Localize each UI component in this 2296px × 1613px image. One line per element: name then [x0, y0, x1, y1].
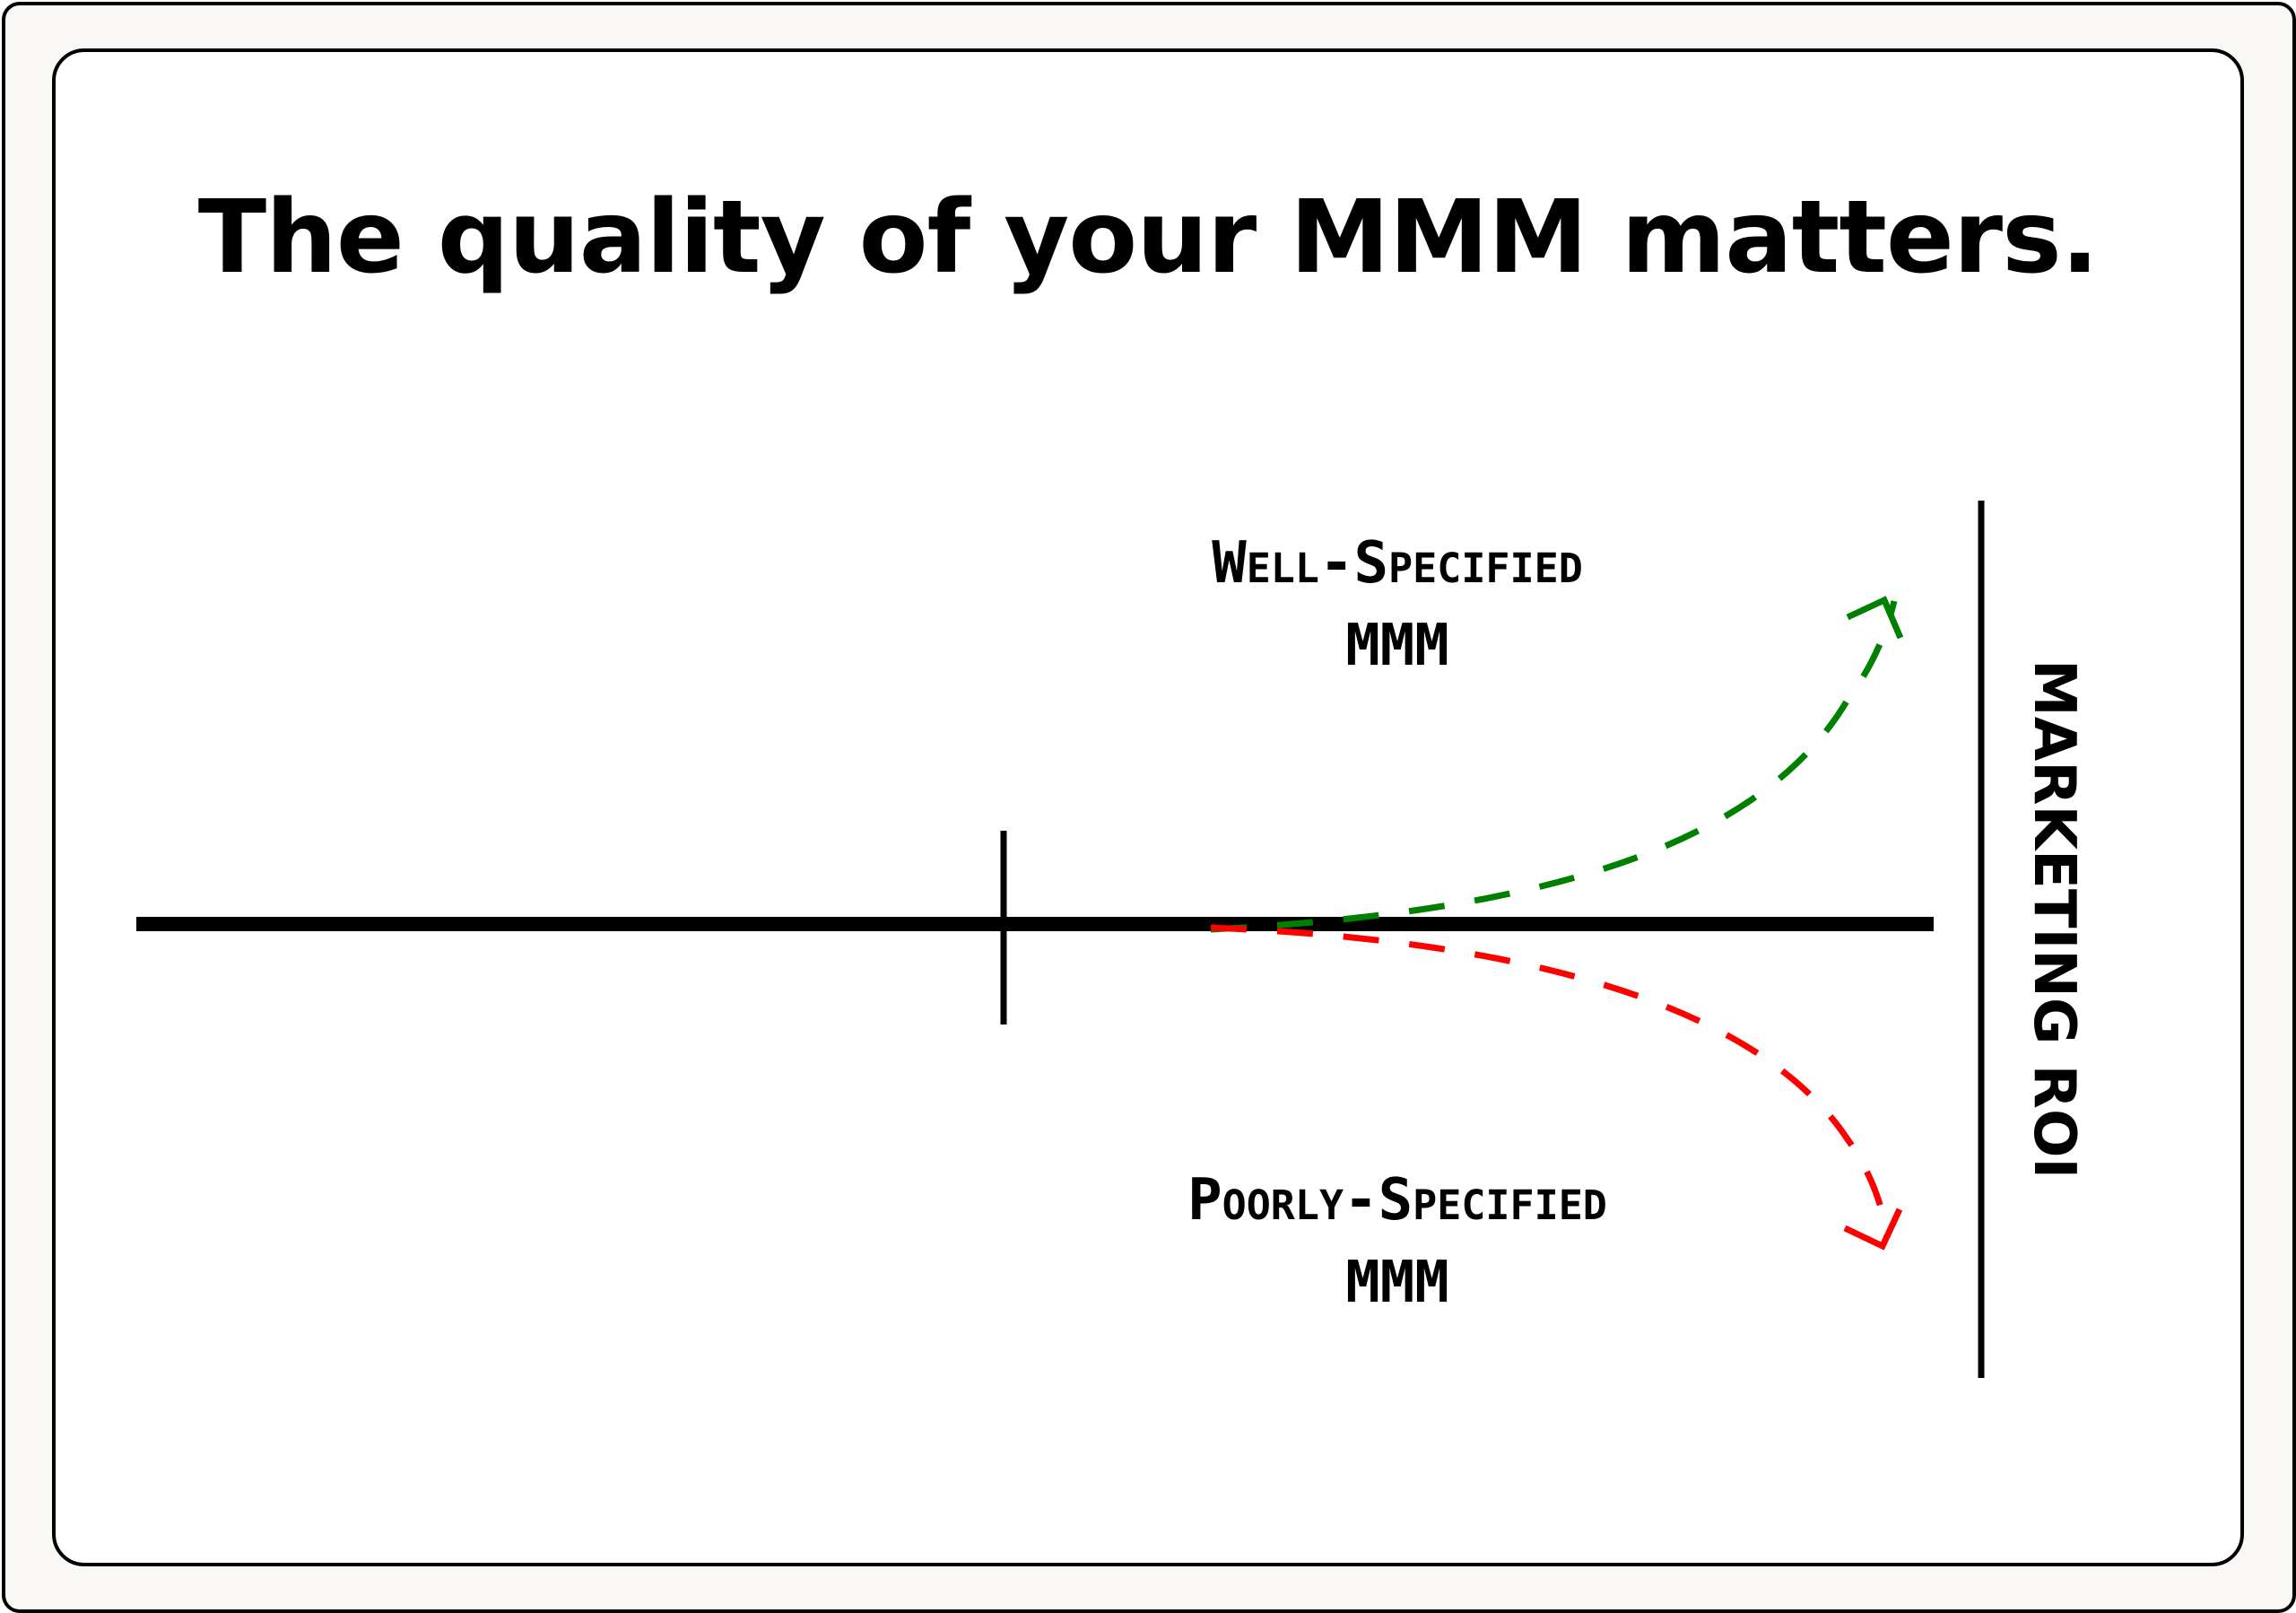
poorly-specified-label-line1: Poorly-Specified — [1187, 1167, 1607, 1234]
poorly-specified-label: Poorly-Specified MMM — [1065, 1172, 1729, 1312]
well-specified-curve — [1210, 600, 1898, 933]
poorly-specified-curve — [1210, 924, 1891, 1239]
page-title: The quality of your MMM matters. — [197, 179, 2100, 296]
well-specified-label-line2: MMM — [1345, 613, 1449, 679]
inner-card — [52, 48, 2244, 1566]
poorly-specified-arrowhead — [1843, 1208, 1903, 1251]
well-specified-label-line1: Well-Specified — [1212, 530, 1583, 597]
well-specified-arrowhead — [1846, 596, 1904, 640]
well-specified-label: Well-Specified MMM — [1065, 535, 1729, 675]
poorly-specified-label-line2: MMM — [1345, 1250, 1449, 1316]
marketing-roi-axis-label: MARKETING ROI — [2021, 659, 2087, 1180]
